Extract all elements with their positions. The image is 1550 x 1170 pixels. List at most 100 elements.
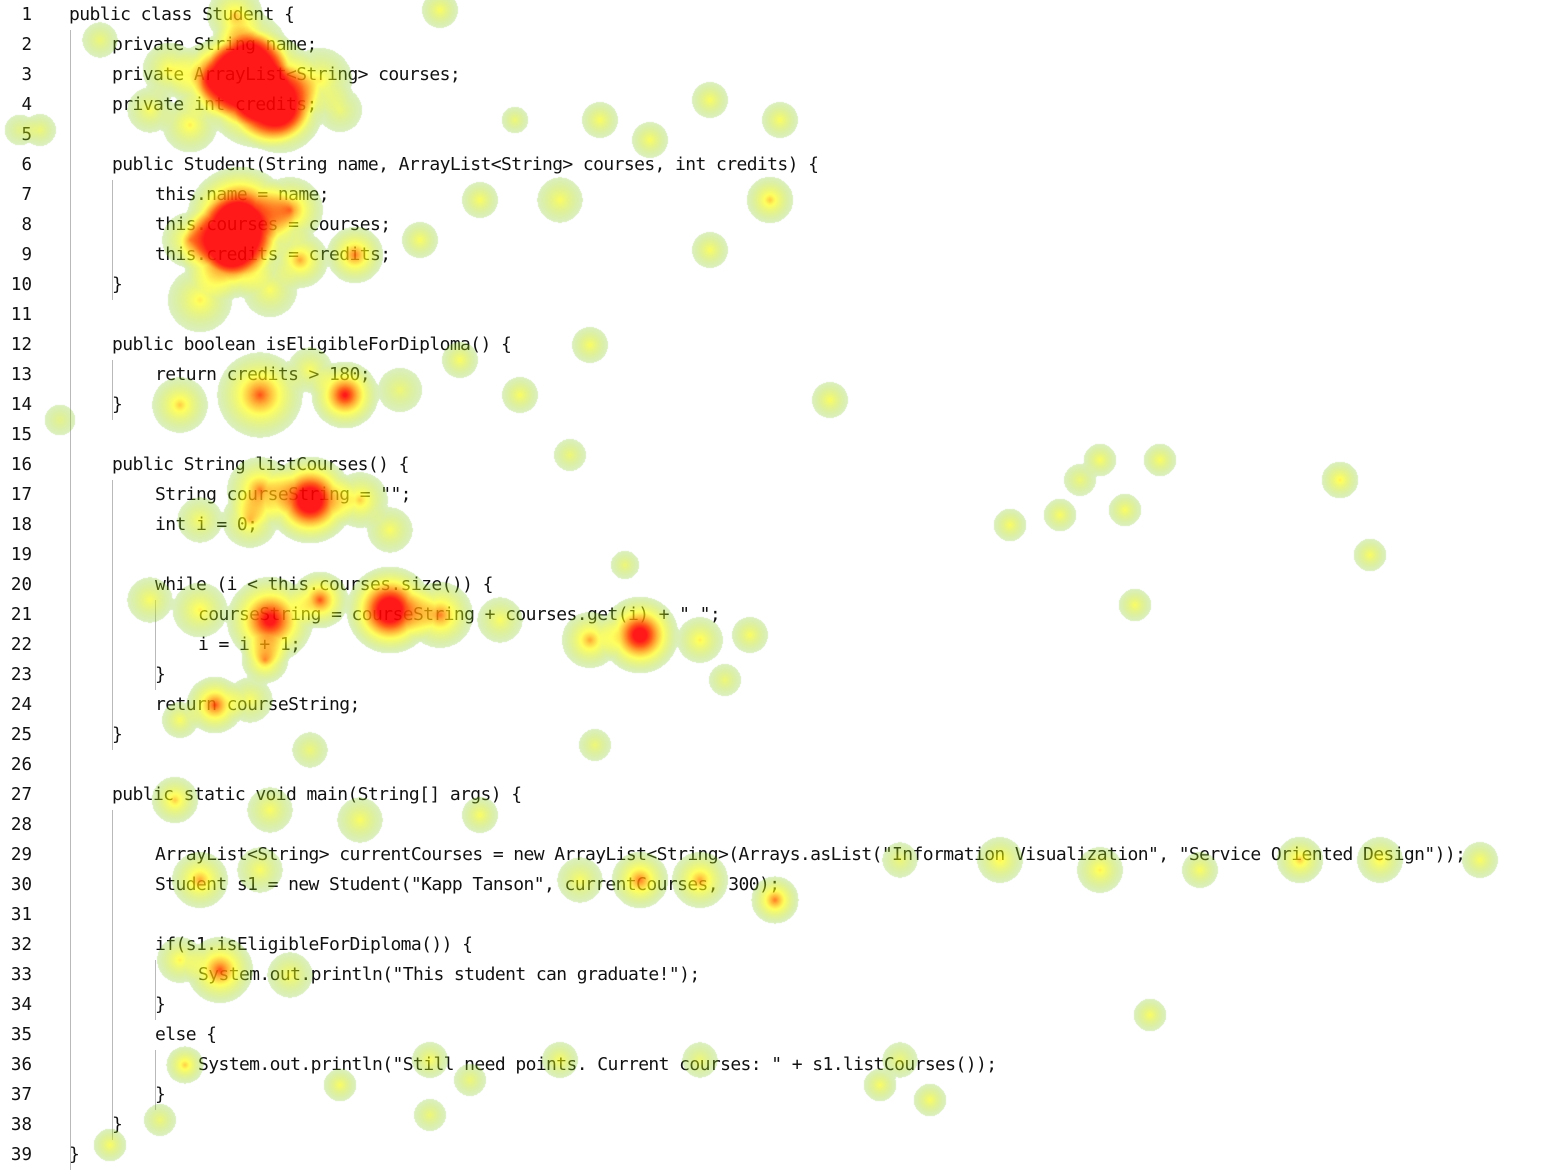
line-number: 6	[21, 155, 32, 175]
code-text: private int credits;	[112, 94, 317, 115]
code-text: }	[112, 724, 123, 745]
code-line[interactable]: 22 i = i + 1;	[0, 630, 1550, 660]
code-line[interactable]: 20 while (i < this.courses.size()) {	[0, 570, 1550, 600]
line-number: 10	[10, 275, 32, 295]
code-line[interactable]: 2 private String name;	[0, 30, 1550, 60]
code-text: public class Student {	[69, 4, 295, 25]
code-text: private ArrayList<String> courses;	[112, 64, 461, 85]
line-number: 32	[10, 935, 32, 955]
code-text: i = i + 1;	[198, 634, 301, 655]
code-text: while (i < this.courses.size()) {	[155, 574, 493, 595]
code-line[interactable]: 34}	[0, 990, 1550, 1020]
line-number: 3	[21, 65, 32, 85]
code-text: public static void main(String[] args) {	[112, 784, 522, 805]
code-text: else {	[155, 1024, 217, 1045]
line-number: 2	[21, 35, 32, 55]
code-line[interactable]: 3 private ArrayList<String> courses;	[0, 60, 1550, 90]
code-line[interactable]: 1 public class Student {	[0, 0, 1550, 30]
code-text: private String name;	[112, 34, 317, 55]
code-text: }	[155, 664, 166, 685]
code-line[interactable]: 30 Student s1 = new Student("Kapp Tanson"…	[0, 870, 1550, 900]
code-line[interactable]: 39}	[0, 1140, 1550, 1170]
line-number: 19	[10, 545, 32, 565]
code-line[interactable]: 10}	[0, 270, 1550, 300]
code-line[interactable]: 12 public boolean isEligibleForDiploma() …	[0, 330, 1550, 360]
line-number: 24	[10, 695, 32, 715]
code-line[interactable]: 7 this.name = name;	[0, 180, 1550, 210]
line-number: 15	[10, 425, 32, 445]
line-number: 22	[10, 635, 32, 655]
line-number: 5	[21, 125, 32, 145]
line-number: 20	[10, 575, 32, 595]
line-number: 28	[10, 815, 32, 835]
code-text: this.credits = credits;	[155, 244, 391, 265]
line-number: 7	[21, 185, 32, 205]
code-line[interactable]: 32 if(s1.isEligibleForDiploma()) {	[0, 930, 1550, 960]
code-text: System.out.println("Still need points. C…	[198, 1054, 997, 1075]
code-text: }	[112, 274, 123, 295]
code-line[interactable]: 23}	[0, 660, 1550, 690]
code-text: int i = 0;	[155, 514, 258, 535]
line-number: 35	[10, 1025, 32, 1045]
code-text: System.out.println("This student can gra…	[198, 964, 700, 985]
code-line[interactable]: 33 System.out.println("This student can g…	[0, 960, 1550, 990]
code-line[interactable]: 14}	[0, 390, 1550, 420]
code-line[interactable]: 38}	[0, 1110, 1550, 1140]
code-line[interactable]: 6 public Student(String name, ArrayList<S…	[0, 150, 1550, 180]
line-number: 23	[10, 665, 32, 685]
line-number: 11	[10, 305, 32, 325]
code-line[interactable]: 17 String courseString = "";	[0, 480, 1550, 510]
code-text: public Student(String name, ArrayList<St…	[112, 154, 819, 175]
line-number: 1	[21, 5, 32, 25]
code-line[interactable]: 4 private int credits;	[0, 90, 1550, 120]
line-number: 31	[10, 905, 32, 925]
code-line[interactable]: 31	[0, 900, 1550, 930]
code-line[interactable]: 19	[0, 540, 1550, 570]
code-text: public boolean isEligibleForDiploma() {	[112, 334, 512, 355]
code-line[interactable]: 27 public static void main(String[] args)…	[0, 780, 1550, 810]
code-line[interactable]: 37}	[0, 1080, 1550, 1110]
line-number: 12	[10, 335, 32, 355]
code-line[interactable]: 29 ArrayList<String> currentCourses = new…	[0, 840, 1550, 870]
line-number: 34	[10, 995, 32, 1015]
line-number: 8	[21, 215, 32, 235]
code-text: }	[112, 394, 123, 415]
code-text: }	[69, 1144, 80, 1165]
code-line[interactable]: 25}	[0, 720, 1550, 750]
line-number: 18	[10, 515, 32, 535]
code-line[interactable]: 16 public String listCourses() {	[0, 450, 1550, 480]
code-text: public String listCourses() {	[112, 454, 409, 475]
code-text: ArrayList<String> currentCourses = new A…	[155, 844, 1466, 865]
code-line[interactable]: 15	[0, 420, 1550, 450]
line-number: 37	[10, 1085, 32, 1105]
line-number: 36	[10, 1055, 32, 1075]
line-number: 27	[10, 785, 32, 805]
code-line[interactable]: 28	[0, 810, 1550, 840]
code-text: }	[112, 1114, 123, 1135]
line-number: 25	[10, 725, 32, 745]
code-text: courseString = courseString + courses.ge…	[198, 604, 721, 625]
code-line[interactable]: 36 System.out.println("Still need points.…	[0, 1050, 1550, 1080]
code-line[interactable]: 24 return courseString;	[0, 690, 1550, 720]
code-line[interactable]: 11	[0, 300, 1550, 330]
line-number: 21	[10, 605, 32, 625]
code-line[interactable]: 13 return credits > 180;	[0, 360, 1550, 390]
code-line[interactable]: 9 this.credits = credits;	[0, 240, 1550, 270]
code-line[interactable]: 35 else {	[0, 1020, 1550, 1050]
line-number: 4	[21, 95, 32, 115]
code-line[interactable]: 21 courseString = courseString + courses.…	[0, 600, 1550, 630]
code-text: this.courses = courses;	[155, 214, 391, 235]
code-line[interactable]: 26	[0, 750, 1550, 780]
code-text: return courseString;	[155, 694, 360, 715]
line-number: 30	[10, 875, 32, 895]
code-text: this.name = name;	[155, 184, 330, 205]
line-number: 29	[10, 845, 32, 865]
code-line[interactable]: 8 this.courses = courses;	[0, 210, 1550, 240]
code-line[interactable]: 18 int i = 0;	[0, 510, 1550, 540]
code-text: String courseString = "";	[155, 484, 412, 505]
line-number: 9	[21, 245, 32, 265]
code-text: }	[155, 1084, 166, 1105]
code-line[interactable]: 5	[0, 120, 1550, 150]
line-number: 39	[10, 1145, 32, 1165]
